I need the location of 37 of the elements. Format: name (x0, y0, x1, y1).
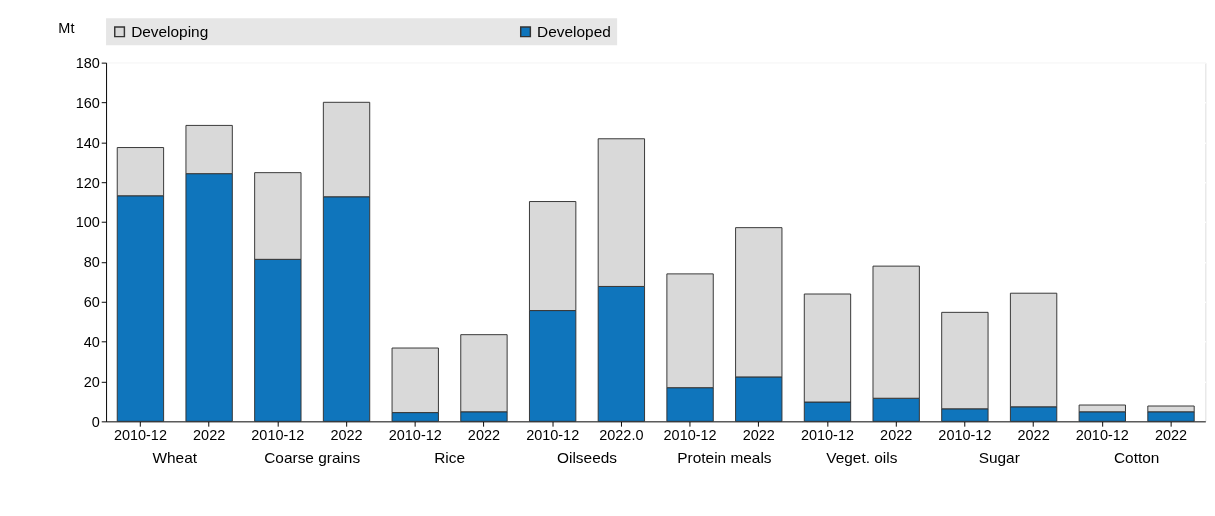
y-tick-label: 180 (75, 54, 100, 71)
y-axis-title: Mt (58, 20, 75, 37)
text: Rice (434, 448, 466, 466)
x-tick-label: 2022 (330, 427, 363, 444)
x-tick-label: 2010-12 (113, 427, 167, 444)
x-tick-label: 2010-12 (251, 427, 305, 444)
x-tick-label: 2010-12 (938, 427, 992, 444)
text: Sugar (978, 448, 1020, 466)
x-tick-label: 2022 (880, 427, 913, 444)
x-tick-label: 2010-12 (800, 427, 854, 444)
y-tick-label: 100 (75, 214, 100, 231)
x-tick-label: 2022.0 (599, 427, 644, 444)
x-tick-label: 2010-12 (526, 427, 580, 444)
x-tick-label: 2010-12 (1075, 427, 1129, 444)
y-tick-label: 120 (75, 174, 100, 191)
text: Protein meals (677, 448, 772, 466)
text: Coarse grains (264, 448, 361, 466)
y-tick-label: 0 (91, 413, 100, 430)
text: Cotton (1113, 448, 1160, 466)
y-tick-label: 80 (83, 254, 100, 271)
x-tick-label: 2010-12 (663, 427, 717, 444)
y-tick-label: 160 (75, 94, 100, 111)
text: Veget. oils (826, 448, 898, 466)
x-tick-label: 2022 (742, 427, 775, 444)
y-tick-label: 140 (75, 134, 100, 151)
x-tick-label: 2022 (193, 427, 226, 444)
x-tick-label: 2022 (467, 427, 501, 444)
y-tick-label: 20 (83, 373, 100, 390)
text: Wheat (152, 448, 198, 466)
y-tick-label: 60 (83, 294, 100, 311)
legend-label: Developed (537, 22, 611, 40)
legend-label: Developing (131, 22, 209, 40)
text: Oilseeds (557, 448, 618, 466)
x-tick-label: 2022 (1017, 427, 1050, 444)
x-tick-label: 2010-12 (388, 427, 442, 444)
y-tick-label: 40 (83, 333, 100, 350)
x-tick-label: 2022 (1154, 427, 1188, 444)
